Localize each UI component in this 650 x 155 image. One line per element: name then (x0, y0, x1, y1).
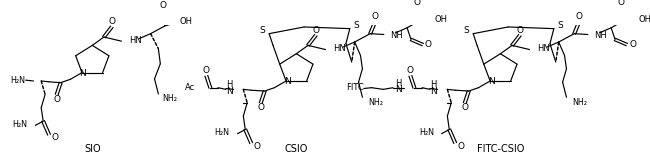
Text: N: N (395, 85, 402, 94)
Text: NH: NH (593, 31, 606, 40)
Text: NH₂: NH₂ (162, 94, 177, 103)
Text: O: O (407, 66, 414, 75)
Text: H: H (396, 79, 402, 88)
Text: NH: NH (389, 31, 402, 40)
Text: O: O (516, 26, 523, 35)
Text: SIO: SIO (84, 144, 101, 154)
Text: O: O (413, 0, 421, 7)
Text: H₂N: H₂N (214, 128, 229, 137)
Text: HN: HN (129, 36, 142, 45)
Text: N: N (79, 69, 86, 78)
Text: O: O (425, 40, 432, 49)
Text: O: O (618, 0, 625, 7)
Text: FITC-CSIO: FITC-CSIO (476, 144, 524, 154)
Text: CSIO: CSIO (285, 144, 308, 154)
Text: NH₂: NH₂ (369, 98, 383, 107)
Text: S: S (558, 21, 564, 30)
Text: H: H (430, 80, 437, 89)
Text: O: O (462, 103, 469, 112)
Text: O: O (257, 103, 265, 112)
Text: OH: OH (180, 18, 193, 27)
Text: O: O (254, 142, 261, 151)
Text: O: O (109, 18, 115, 27)
Text: O: O (160, 1, 167, 10)
Text: O: O (458, 142, 465, 151)
Text: OH: OH (638, 15, 650, 24)
Text: O: O (576, 12, 582, 21)
Text: H₂N: H₂N (10, 76, 25, 85)
Text: N: N (430, 86, 437, 95)
Text: H: H (227, 80, 233, 89)
Text: N: N (283, 77, 291, 86)
Text: HN: HN (333, 44, 346, 53)
Text: OH: OH (434, 15, 447, 24)
Text: N: N (488, 77, 495, 86)
Text: S: S (354, 21, 359, 30)
Text: S: S (259, 26, 265, 35)
Text: O: O (203, 66, 210, 75)
Text: O: O (312, 26, 319, 35)
Text: N: N (226, 86, 233, 95)
Text: Ac: Ac (185, 83, 195, 92)
Text: O: O (51, 133, 58, 142)
Text: O: O (629, 40, 636, 49)
Text: O: O (372, 12, 378, 21)
Text: FITC: FITC (346, 83, 364, 92)
Text: NH₂: NH₂ (572, 98, 588, 107)
Text: H₂N: H₂N (12, 120, 27, 129)
Text: HN: HN (538, 44, 550, 53)
Text: O: O (53, 95, 60, 104)
Text: S: S (463, 26, 469, 35)
Text: H₂N: H₂N (419, 128, 434, 137)
